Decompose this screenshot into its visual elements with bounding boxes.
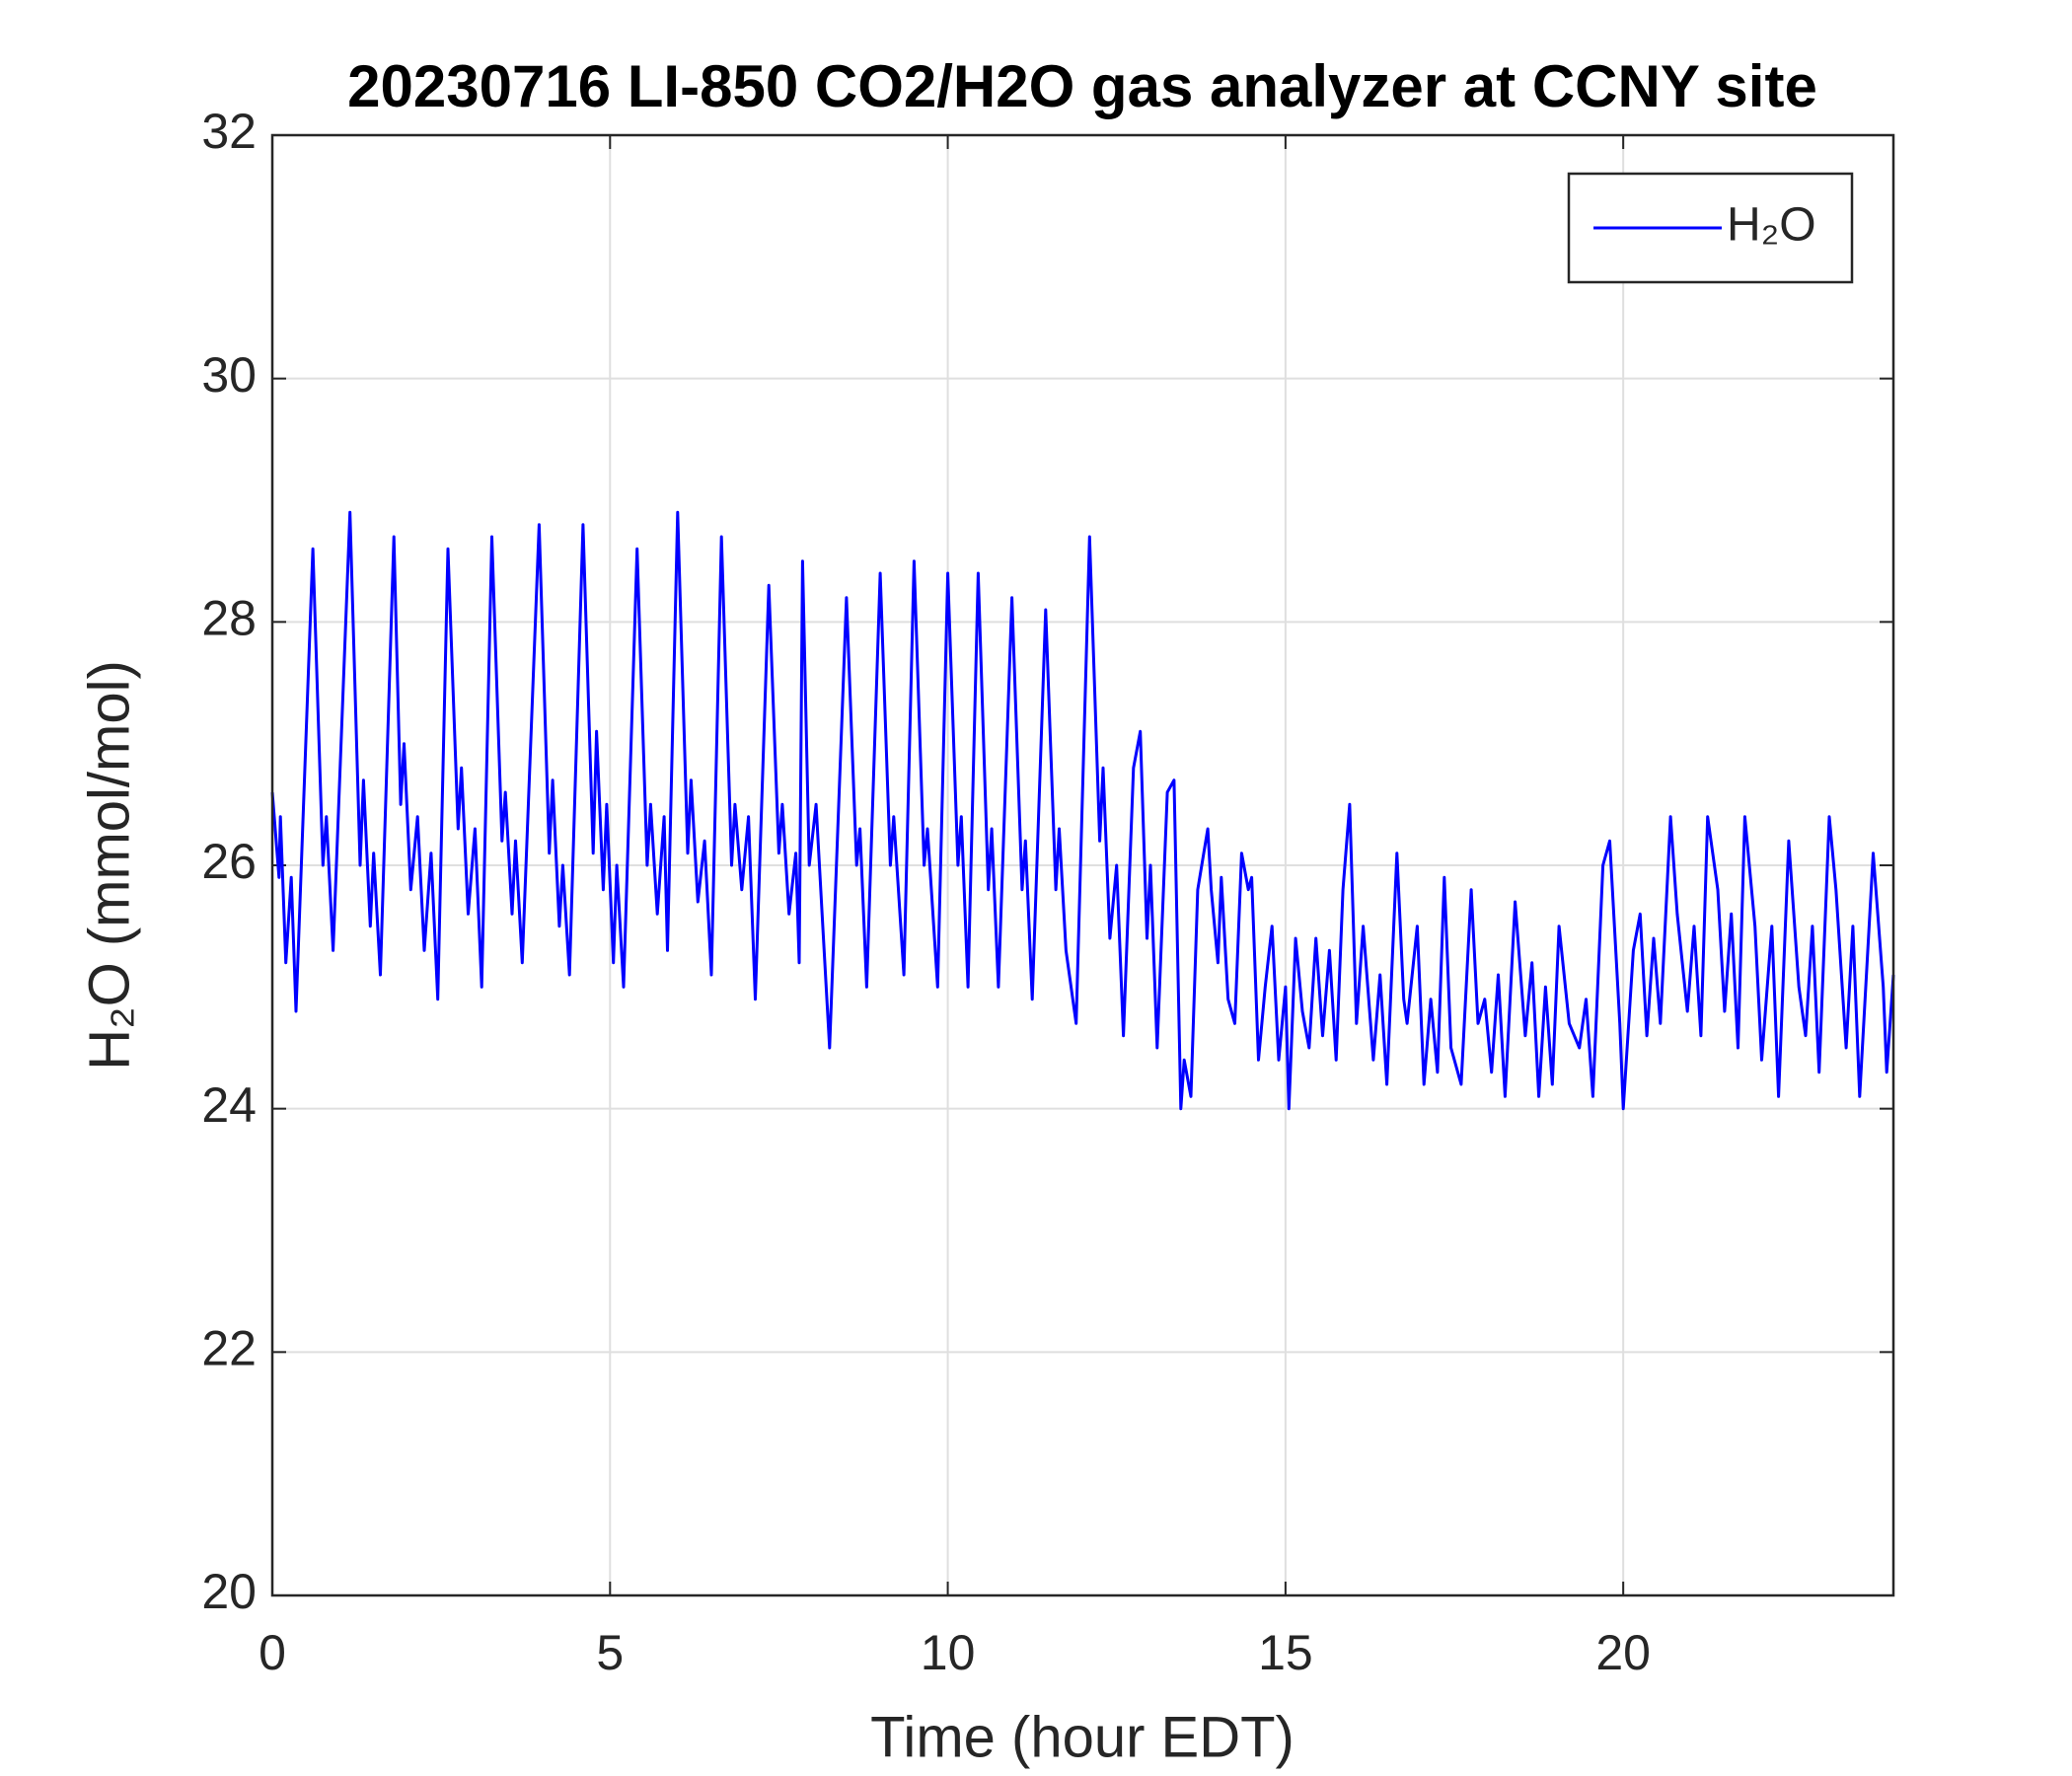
y-tick-label: 22 (201, 1321, 257, 1376)
x-axis-label: Time (hour EDT) (870, 1705, 1295, 1769)
y-tick-label: 32 (201, 104, 257, 159)
axes-box (270, 133, 1895, 1597)
x-tick-label: 10 (921, 1625, 976, 1680)
y-axis-label: H₂O (mmol/mol) (77, 660, 141, 1071)
chart-title: 20230716 LI-850 CO2/H2O gas analyzer at … (347, 53, 1817, 119)
data-line (270, 510, 1895, 1111)
y-tick-label: 28 (201, 591, 257, 646)
y-tick-label: 20 (201, 1564, 257, 1619)
x-tick-label: 15 (1258, 1625, 1313, 1680)
y-tick-label: 30 (201, 347, 257, 403)
x-tick-label: 20 (1595, 1625, 1651, 1680)
legend-label: H₂O (1727, 199, 1816, 252)
x-tick-label: 5 (596, 1625, 624, 1680)
y-tick-label: 24 (201, 1077, 257, 1133)
y-tick-label: 26 (201, 834, 257, 889)
x-tick-label: 0 (259, 1625, 286, 1680)
